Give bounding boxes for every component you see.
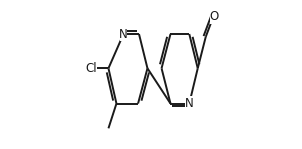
Text: Cl: Cl <box>85 62 97 75</box>
Text: N: N <box>185 97 194 110</box>
Text: N: N <box>119 28 128 41</box>
FancyBboxPatch shape <box>210 10 218 24</box>
Text: O: O <box>209 10 219 23</box>
FancyBboxPatch shape <box>85 61 97 75</box>
FancyBboxPatch shape <box>120 27 127 41</box>
FancyBboxPatch shape <box>185 96 193 111</box>
